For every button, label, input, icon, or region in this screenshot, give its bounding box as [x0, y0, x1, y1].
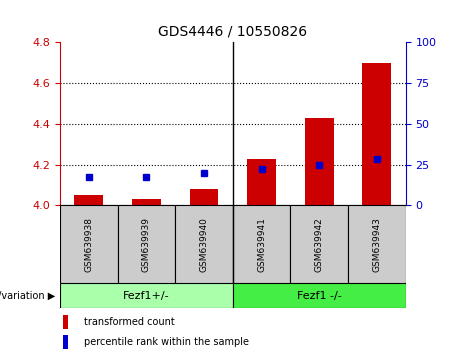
Bar [189, 189, 219, 205]
Text: GSM639940: GSM639940 [200, 217, 208, 272]
Bar [118, 205, 175, 283]
Bar [60, 283, 233, 308]
Bar [175, 205, 233, 283]
Title: GDS4446 / 10550826: GDS4446 / 10550826 [158, 24, 307, 39]
Bar [290, 205, 348, 283]
Text: GSM639939: GSM639939 [142, 217, 151, 272]
Text: Fezf1 -/-: Fezf1 -/- [297, 291, 342, 301]
Text: GSM639938: GSM639938 [84, 217, 93, 272]
Text: GSM639941: GSM639941 [257, 217, 266, 272]
Text: percentile rank within the sample: percentile rank within the sample [84, 337, 249, 347]
Bar [60, 205, 118, 283]
Bar [132, 199, 161, 205]
Bar [233, 283, 406, 308]
Bar [64, 315, 68, 329]
Bar [305, 118, 334, 205]
Text: Fezf1+/-: Fezf1+/- [123, 291, 170, 301]
Bar [247, 159, 276, 205]
Bar [362, 63, 391, 205]
Text: transformed count: transformed count [84, 318, 175, 327]
Text: genotype/variation ▶: genotype/variation ▶ [0, 291, 55, 301]
Bar [74, 195, 103, 205]
Bar [348, 205, 406, 283]
Text: GSM639943: GSM639943 [372, 217, 381, 272]
Bar [64, 335, 68, 348]
Bar [233, 205, 290, 283]
Text: GSM639942: GSM639942 [315, 217, 324, 272]
